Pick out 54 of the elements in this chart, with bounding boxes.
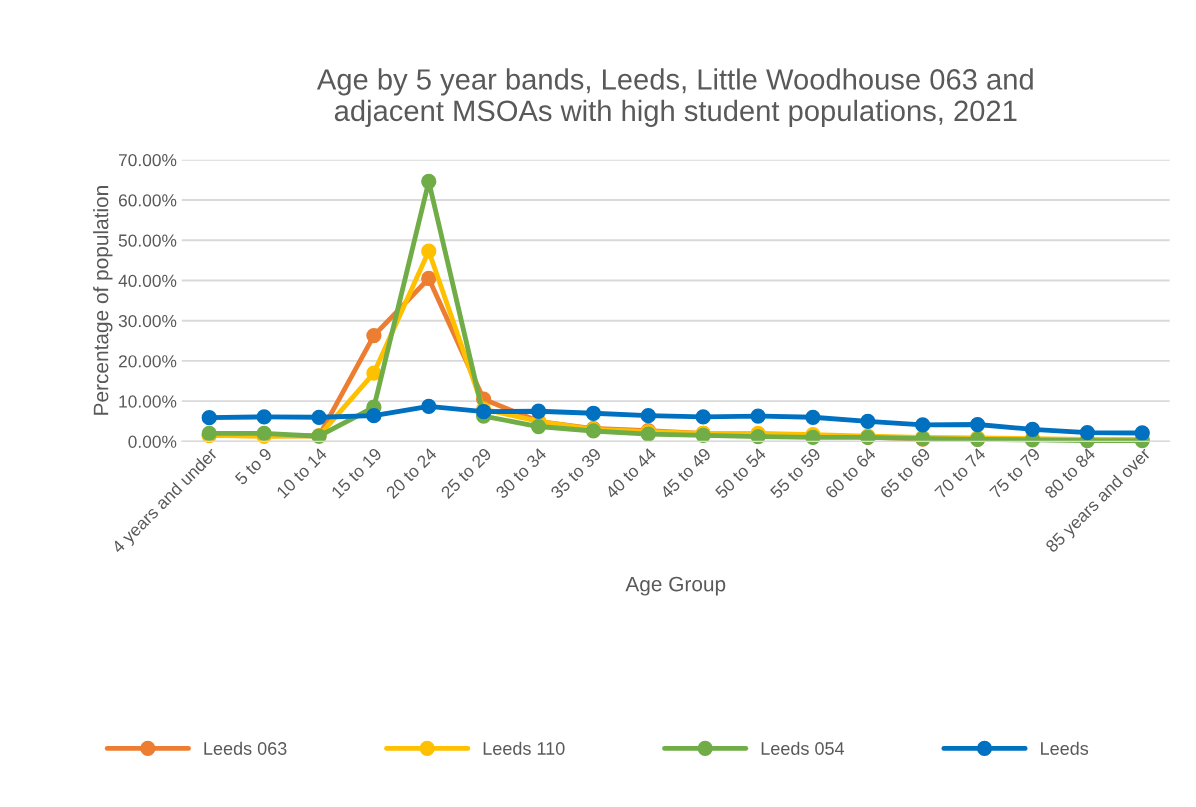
point: [421, 173, 437, 190]
point: [366, 365, 382, 381]
point: [311, 409, 327, 425]
x-tick-label: 55 to 59: [769, 447, 822, 500]
legend-label: Leeds 063: [204, 741, 287, 755]
point: [201, 410, 217, 426]
x-tick-label: 15 to 19: [330, 447, 383, 499]
legend-label: Leeds: [1041, 741, 1089, 755]
y-tick-label: 10.00%: [119, 395, 177, 408]
x-tick-label: 60 to 64: [824, 446, 877, 500]
point: [750, 408, 766, 424]
point: [1024, 421, 1041, 437]
point: [860, 413, 876, 429]
y-tick-label: 20.00%: [118, 355, 177, 368]
point: [585, 405, 602, 421]
y-tick-label: 30.00%: [118, 314, 177, 328]
point: [530, 403, 547, 419]
x-tick-label: 45 to 49: [659, 447, 712, 500]
y-axis-title: Percentage of population: [93, 186, 113, 415]
point: [640, 408, 656, 424]
y-tick-label: 0.00%: [128, 435, 177, 448]
x-tick-label: 35 to 39: [549, 447, 602, 500]
x-tick-label: 80 to 84: [1043, 446, 1097, 500]
x-tick-label: 75 to 79: [989, 447, 1041, 500]
point: [530, 418, 547, 435]
point: [969, 416, 986, 433]
x-tick-label: 25 to 29: [440, 447, 493, 500]
point: [1134, 425, 1150, 441]
x-tick-label: 40 to 44: [604, 446, 657, 500]
legend-label: Leeds 054: [761, 741, 845, 755]
point: [366, 327, 382, 344]
x-tick-label: 20 to 24: [385, 446, 438, 500]
y-tick-label: 50.00%: [118, 234, 177, 247]
point: [421, 270, 437, 287]
point: [1079, 424, 1096, 441]
x-tick-label: 10 to 14: [275, 446, 328, 499]
y-tick-label: 40.00%: [118, 274, 177, 287]
x-tick-label: 70 to 74: [934, 446, 987, 500]
point: [366, 408, 382, 424]
x-tick-label: 65 to 69: [879, 447, 932, 500]
legend-label: Leeds 110: [483, 741, 565, 755]
x-tick-label: 30 to 34: [494, 446, 548, 500]
point: [695, 409, 711, 425]
point: [421, 398, 437, 415]
y-tick-label: 70.00%: [118, 153, 177, 167]
point: [421, 243, 437, 259]
point: [256, 409, 272, 425]
point: [805, 409, 821, 425]
chart-title: Age by 5 year bands, Leeds, Little Woodhouse 063 and adjacent MSOAs with high student populations, 2021: [316, 68, 1033, 127]
x-tick-label: 5 to 9: [234, 447, 273, 486]
x-axis-title: Age Group: [625, 576, 726, 596]
y-tick-label: 60.00%: [118, 194, 177, 207]
x-tick-label: 50 to 54: [714, 446, 767, 500]
point: [915, 417, 931, 433]
